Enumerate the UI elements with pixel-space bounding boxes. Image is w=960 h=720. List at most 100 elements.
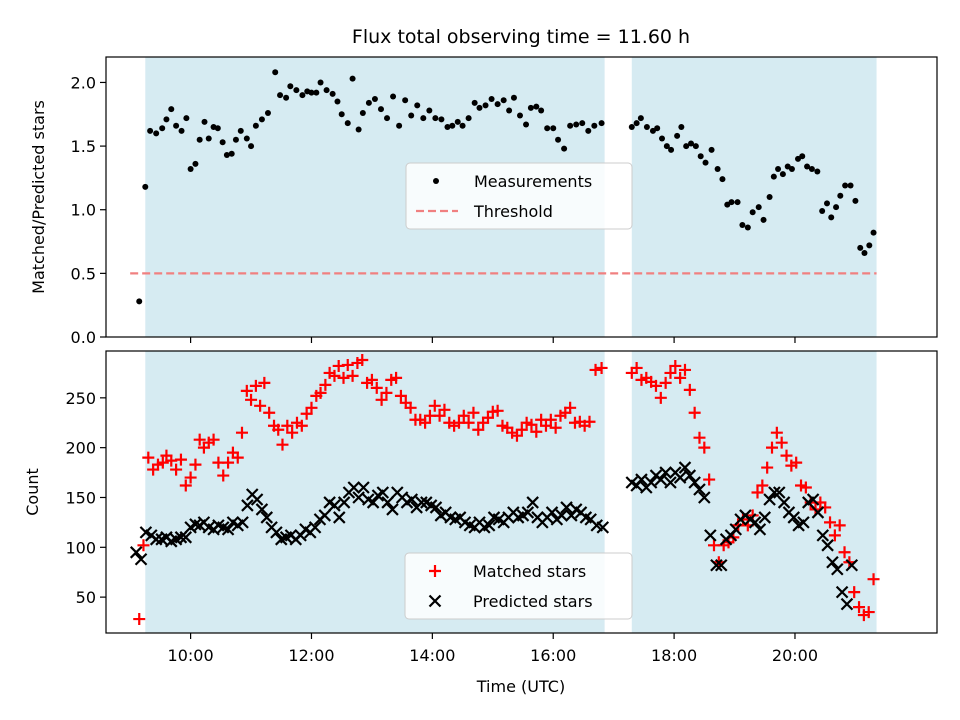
matched-star-point: [819, 501, 832, 514]
predicted-star-point: [821, 539, 834, 552]
measurement-point: [674, 132, 681, 139]
matched-star-point: [515, 423, 528, 436]
predicted-star-point: [777, 496, 791, 509]
matched-star-point: [525, 418, 538, 431]
matched-star-point: [824, 516, 837, 529]
predicted-star-point: [255, 503, 269, 516]
measurement-point: [866, 242, 873, 249]
legend-cross-marker: [428, 594, 442, 608]
measurement-point: [223, 152, 230, 158]
predicted-star-point: [768, 486, 781, 499]
predicted-star-point: [693, 483, 706, 496]
predicted-star-point: [545, 506, 559, 519]
measurement-point: [402, 97, 409, 104]
measurement-point: [344, 120, 351, 127]
predicted-star-point: [714, 558, 728, 572]
measurement-point: [755, 204, 762, 211]
matched-star-point: [217, 469, 230, 482]
measurement-point: [237, 127, 244, 134]
matched-star-point: [654, 391, 667, 404]
measurement-point: [697, 153, 704, 160]
matched-star-point: [380, 386, 393, 399]
matched-star-point: [838, 546, 851, 559]
matched-star-point: [428, 399, 441, 412]
matched-star-point: [862, 606, 875, 619]
matched-star-point: [263, 406, 276, 419]
measurement-point: [523, 121, 530, 128]
y-tick-label: 1.0: [71, 201, 96, 220]
matched-star-point: [174, 453, 187, 466]
measurement-point: [252, 122, 259, 129]
matched-star-point: [472, 423, 485, 436]
predicted-star-point: [644, 476, 658, 489]
predicted-star-point: [352, 491, 365, 504]
measurement-point: [476, 104, 483, 111]
measurement-point: [837, 192, 844, 199]
measurement-point: [377, 106, 384, 113]
measurement-point: [248, 143, 255, 150]
matched-star-point: [356, 353, 369, 366]
predicted-star-point: [337, 496, 351, 509]
measurement-point: [814, 168, 821, 175]
predicted-star-point: [221, 523, 235, 536]
measurement-point: [728, 199, 735, 206]
measurement-point: [147, 127, 154, 134]
measurement-point: [828, 214, 835, 221]
measurement-point: [414, 102, 421, 109]
measurement-point: [168, 106, 175, 113]
measurement-point: [153, 130, 160, 137]
measurement-point: [573, 121, 580, 128]
measurement-point: [187, 166, 194, 172]
measurement-point: [482, 102, 489, 109]
matched-star-point: [756, 479, 769, 492]
matched-star-point: [703, 473, 716, 486]
measurement-point: [432, 115, 439, 122]
measurement-point: [663, 143, 670, 150]
matched-star-point: [595, 361, 608, 374]
predicted-star-point: [260, 511, 274, 524]
matched-star-point: [766, 441, 779, 454]
matched-star-point: [207, 433, 220, 446]
predicted-star-point: [179, 531, 193, 544]
predicted-star-point: [328, 499, 341, 512]
y-tick-label: 2.0: [71, 73, 96, 92]
predicted-star-point: [270, 526, 283, 539]
measurement-point: [833, 204, 840, 211]
matched-star-point: [491, 404, 504, 417]
measurement-point: [396, 122, 403, 129]
x-tick-label: 20:00: [772, 646, 818, 665]
measurement-point: [708, 146, 715, 153]
chart-title: Flux total observing time = 11.60 h: [352, 26, 690, 48]
matched-star-point: [630, 361, 643, 374]
legend: Measurements Threshold: [405, 162, 633, 230]
measurement-point: [506, 107, 513, 114]
measurement-point: [628, 124, 635, 130]
measurement-point: [371, 96, 378, 102]
measurement-point: [678, 124, 685, 130]
y-tick-label: 1.5: [71, 137, 96, 156]
predicted-star-point: [831, 562, 844, 576]
measurement-point: [313, 89, 320, 96]
measurement-point: [471, 99, 478, 106]
measurement-point: [585, 127, 592, 134]
measurement-point: [355, 126, 362, 133]
predicted-star-point: [729, 523, 743, 536]
measurement-point: [804, 163, 811, 170]
measurement-point: [243, 135, 250, 142]
matched-star-point: [286, 426, 299, 439]
predicted-star-point: [560, 501, 573, 514]
predicted-star-point: [683, 469, 697, 482]
measurement-point: [494, 101, 501, 108]
predicted-star-point: [386, 503, 399, 516]
y-axis-title: Count: [23, 468, 42, 516]
predicted-star-point: [405, 493, 419, 506]
measurement-point: [870, 229, 877, 236]
matched-star-point: [867, 573, 880, 586]
plot-area: [129, 353, 880, 626]
measurement-point: [317, 79, 324, 86]
measurement-point: [788, 166, 795, 172]
measurement-point: [201, 118, 208, 125]
y-tick-label: 200: [65, 439, 96, 458]
measurement-point: [277, 92, 284, 99]
